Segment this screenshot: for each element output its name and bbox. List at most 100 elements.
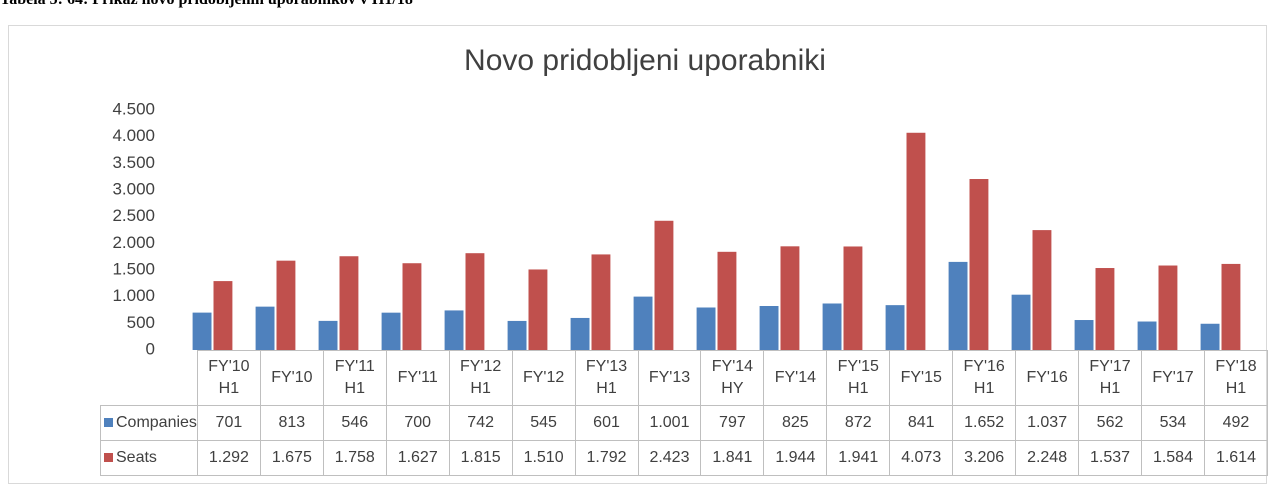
value-label: 872 — [826, 405, 891, 441]
bar — [885, 305, 905, 350]
bar — [843, 246, 863, 350]
x-tick-label: FY'11 — [385, 350, 450, 406]
x-tick-label: FY'17 — [1141, 350, 1205, 406]
y-tick-label: 0 — [146, 339, 155, 358]
value-label: 1.292 — [196, 440, 261, 476]
x-tick-label: FY'14 — [763, 350, 828, 406]
bar — [1011, 294, 1031, 350]
value-label: 1.652 — [952, 405, 1017, 441]
value-label: 562 — [1078, 405, 1142, 441]
bar — [696, 307, 716, 350]
value-label: 841 — [889, 405, 954, 441]
bar — [507, 320, 527, 350]
bar — [969, 179, 989, 350]
bar — [654, 220, 674, 350]
bar — [906, 132, 926, 350]
data-table: FY'10 H1 FY'10 FY'11 H1 FY'11 FY'12 H1 FY'12 F… — [100, 350, 1268, 476]
x-tick-label: FY'16 H1 — [952, 350, 1017, 406]
y-tick-label: 4.500 — [112, 99, 155, 118]
value-label: 545 — [511, 405, 576, 441]
bar — [570, 317, 590, 350]
x-tick-label: FY'15 H1 — [826, 350, 891, 406]
x-tick-label: FY'12 — [511, 350, 576, 406]
chart-title: Novo pridobljeni uporabniki — [464, 44, 826, 77]
x-tick-label: FY'16 — [1015, 350, 1080, 406]
bar — [318, 320, 338, 350]
bar — [192, 312, 212, 350]
value-label: 492 — [1203, 405, 1268, 441]
legend-item: Companies — [100, 405, 198, 441]
value-label: 797 — [700, 405, 765, 441]
value-label: 813 — [259, 405, 324, 441]
bar — [591, 254, 611, 350]
y-tick-label: 3.000 — [112, 179, 155, 198]
x-tick-label: FY'13 H1 — [574, 350, 639, 406]
value-label: 1.841 — [700, 440, 765, 476]
value-label: 701 — [196, 405, 261, 441]
bar — [444, 310, 464, 350]
y-tick-label: 2.500 — [112, 206, 155, 225]
bar — [255, 306, 275, 350]
x-tick-label: FY'12 H1 — [448, 350, 513, 406]
legend-label: Companies — [116, 414, 197, 431]
x-tick-label: FY'11 H1 — [322, 350, 387, 406]
series-row: Companies 701 813 546 700 742 545 601 1.001 797 82… — [100, 405, 1268, 441]
legend-swatch — [104, 453, 113, 462]
bar — [339, 256, 359, 350]
legend-item: Seats — [100, 440, 198, 476]
bar — [780, 246, 800, 350]
value-label: 1.001 — [637, 405, 702, 441]
x-tick-label: FY'13 — [637, 350, 702, 406]
bar — [1137, 321, 1157, 350]
value-label: 1.510 — [511, 440, 576, 476]
y-tick-label: 3.500 — [112, 153, 155, 172]
value-label: 3.206 — [952, 440, 1017, 476]
category-row: FY'10 H1 FY'10 FY'11 H1 FY'11 FY'12 H1 FY'12 F… — [100, 350, 1268, 406]
value-label: 1.584 — [1141, 440, 1205, 476]
y-tick-label: 1.500 — [112, 259, 155, 278]
bar — [276, 260, 296, 350]
corner-cell — [100, 350, 198, 406]
value-label: 742 — [448, 405, 513, 441]
bar — [381, 312, 401, 350]
y-tick-label: 2.000 — [112, 233, 155, 252]
x-tick-label: FY'18 H1 — [1203, 350, 1268, 406]
value-label: 1.614 — [1203, 440, 1268, 476]
value-label: 1.537 — [1078, 440, 1142, 476]
legend-swatch — [104, 418, 113, 427]
bar — [1221, 263, 1241, 350]
x-tick-label: FY'14 HY — [700, 350, 765, 406]
bar — [528, 269, 548, 350]
bar — [1074, 320, 1094, 350]
caption: Tabela 5: 64: Prikaz novo pridobljenih u… — [0, 0, 413, 9]
value-label: 825 — [763, 405, 828, 441]
bar — [465, 253, 485, 350]
value-label: 2.248 — [1015, 440, 1080, 476]
bar — [1158, 265, 1178, 350]
x-tick-label: FY'15 — [889, 350, 954, 406]
value-label: 1.627 — [385, 440, 450, 476]
bar — [633, 296, 653, 350]
value-label: 1.792 — [574, 440, 639, 476]
value-label: 2.423 — [637, 440, 702, 476]
y-tick-label: 4.000 — [112, 126, 155, 145]
bar — [402, 263, 422, 350]
value-label: 700 — [385, 405, 450, 441]
bar — [213, 281, 233, 350]
value-label: 1.037 — [1015, 405, 1080, 441]
value-label: 1.815 — [448, 440, 513, 476]
value-label: 1.758 — [322, 440, 387, 476]
bar — [948, 261, 968, 350]
bar — [1032, 230, 1052, 350]
bar — [1200, 323, 1220, 350]
bar — [822, 303, 842, 350]
bar — [759, 306, 779, 350]
x-tick-label: FY'10 — [259, 350, 324, 406]
value-label: 1.944 — [763, 440, 828, 476]
value-label: 546 — [322, 405, 387, 441]
value-label: 1.675 — [259, 440, 324, 476]
x-tick-label: FY'10 H1 — [196, 350, 261, 406]
y-tick-label: 1.000 — [112, 286, 155, 305]
